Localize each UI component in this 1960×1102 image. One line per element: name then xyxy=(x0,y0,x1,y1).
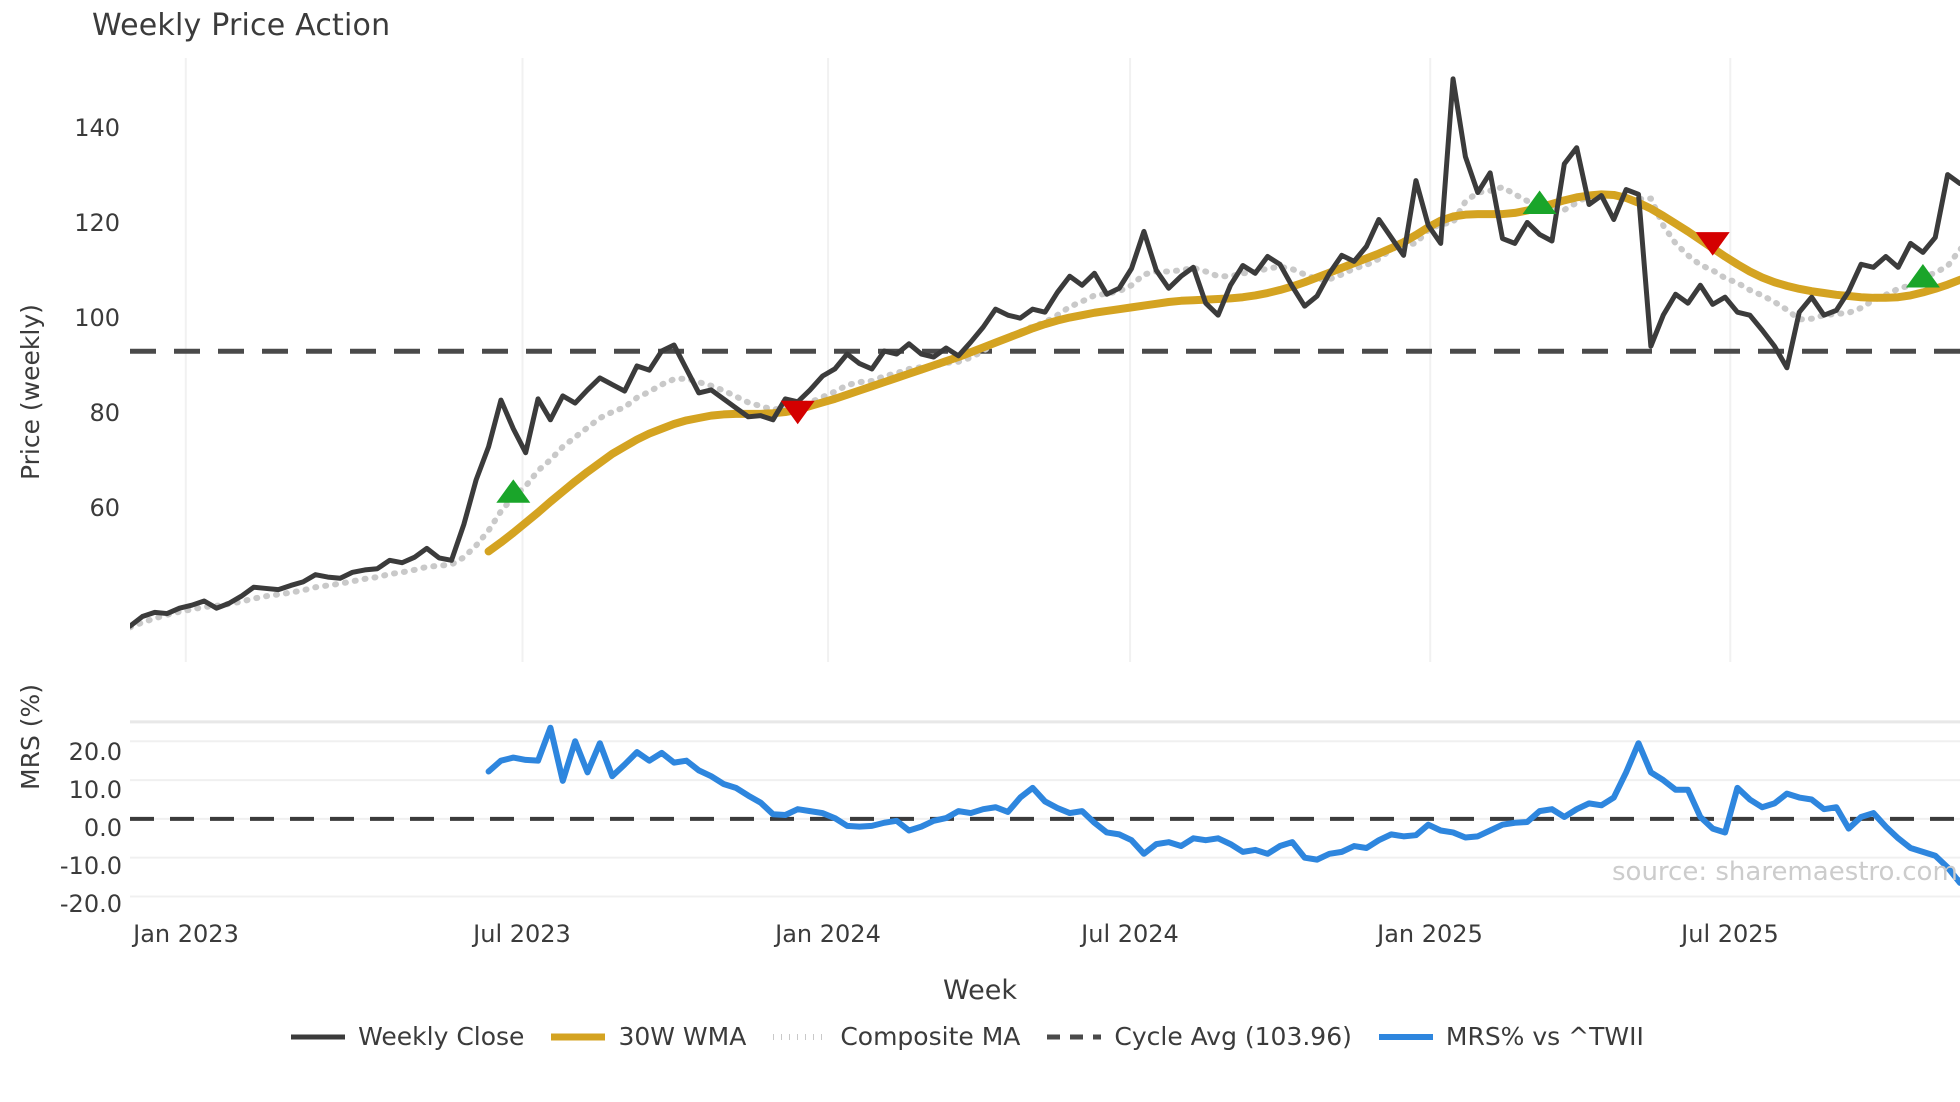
xtick-jan-2023: Jan 2023 xyxy=(133,920,239,948)
price-ytick-60: 60 xyxy=(89,494,120,522)
price-ytick-100: 100 xyxy=(74,304,120,332)
price-ytick-120: 120 xyxy=(74,209,120,237)
x-axis-label: Week xyxy=(943,975,1017,1006)
legend-item-30w-wma[interactable]: 30W WMA xyxy=(550,1022,746,1051)
legend-label-composite-ma: Composite MA xyxy=(840,1022,1021,1051)
legend-item-composite-ma[interactable]: Composite MA xyxy=(772,1022,1020,1051)
legend-swatch-cycle-avg xyxy=(1046,1026,1102,1048)
xtick-jul-2025: Jul 2025 xyxy=(1681,920,1779,948)
xtick-jan-2025: Jan 2025 xyxy=(1377,920,1483,948)
legend-label-weekly-close: Weekly Close xyxy=(358,1022,525,1051)
legend-swatch-weekly-close xyxy=(290,1026,346,1048)
xtick-jul-2023: Jul 2023 xyxy=(473,920,571,948)
price-chart-plot xyxy=(130,58,1960,662)
price-ytick-80: 80 xyxy=(89,399,120,427)
legend-item-mrs[interactable]: MRS% vs ^TWII xyxy=(1378,1022,1644,1051)
legend-item-cycle-avg[interactable]: Cycle Avg (103.96) xyxy=(1046,1022,1352,1051)
source-watermark: source: sharemaestro.com xyxy=(1612,857,1958,887)
mrs-chart-plot xyxy=(130,720,1960,898)
legend-swatch-composite-ma xyxy=(772,1026,828,1048)
mrs-axis-label: MRS (%) xyxy=(16,683,45,790)
xtick-jan-2024: Jan 2024 xyxy=(775,920,881,948)
price-ytick-140: 140 xyxy=(74,114,120,142)
chart-legend: Weekly Close 30W WMA Composite MA Cycle … xyxy=(0,1022,1960,1051)
legend-swatch-30w-wma xyxy=(550,1026,606,1048)
xtick-jul-2024: Jul 2024 xyxy=(1081,920,1179,948)
legend-label-cycle-avg: Cycle Avg (103.96) xyxy=(1114,1022,1352,1051)
mrs-ytick-10: 10.0 xyxy=(68,776,122,804)
legend-label-30w-wma: 30W WMA xyxy=(618,1022,747,1051)
page-title: Weekly Price Action xyxy=(92,8,391,43)
legend-swatch-mrs xyxy=(1378,1026,1434,1048)
mrs-ytick-20: 20.0 xyxy=(68,738,122,766)
mrs-ytick-0: 0.0 xyxy=(83,814,122,842)
mrs-ytick-neg20: -20.0 xyxy=(59,890,122,918)
mrs-ytick-neg10: -10.0 xyxy=(59,852,122,880)
legend-item-weekly-close[interactable]: Weekly Close xyxy=(290,1022,524,1051)
legend-label-mrs: MRS% vs ^TWII xyxy=(1445,1022,1644,1051)
price-axis-label: Price (weekly) xyxy=(16,304,45,480)
